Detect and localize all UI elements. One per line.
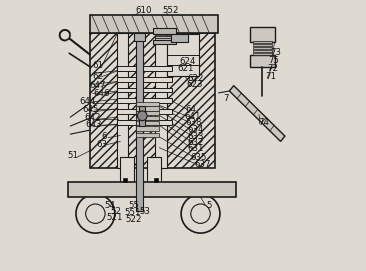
Text: 622: 622 <box>188 74 204 83</box>
Text: 610: 610 <box>136 6 152 15</box>
Bar <box>250 55 274 67</box>
Bar <box>136 107 159 111</box>
Bar <box>136 115 159 120</box>
Bar <box>253 44 272 46</box>
Circle shape <box>191 204 210 223</box>
Text: 642: 642 <box>84 114 100 122</box>
Bar <box>154 178 158 182</box>
Text: 552: 552 <box>163 6 179 15</box>
Bar <box>90 15 218 33</box>
Text: 52: 52 <box>111 207 122 216</box>
Text: 647: 647 <box>89 81 105 90</box>
Text: 61: 61 <box>93 61 104 70</box>
Bar <box>155 36 174 38</box>
Bar <box>253 47 272 49</box>
Bar <box>171 34 188 42</box>
Text: 632: 632 <box>188 138 204 147</box>
Text: 74: 74 <box>258 118 269 127</box>
Bar <box>136 126 159 131</box>
Text: 62: 62 <box>93 72 104 81</box>
Bar <box>136 133 159 137</box>
Text: 71: 71 <box>265 72 276 81</box>
Bar <box>253 41 272 43</box>
Bar <box>156 33 167 168</box>
Text: 634: 634 <box>187 125 203 134</box>
Bar <box>136 102 159 107</box>
Text: 638: 638 <box>185 118 202 127</box>
Text: 55: 55 <box>128 201 139 210</box>
Circle shape <box>138 111 147 121</box>
Bar <box>117 120 172 125</box>
Text: 641: 641 <box>184 112 201 121</box>
Polygon shape <box>229 86 285 141</box>
Bar <box>136 121 159 125</box>
Text: 7: 7 <box>223 94 228 103</box>
Bar <box>253 53 272 55</box>
Text: 633: 633 <box>188 131 204 141</box>
Bar <box>120 157 134 189</box>
Circle shape <box>86 204 105 223</box>
Text: 643: 643 <box>85 120 102 129</box>
Text: 621: 621 <box>177 64 193 73</box>
Bar <box>136 111 159 115</box>
Bar <box>155 42 174 43</box>
Text: 624: 624 <box>180 57 196 66</box>
Bar <box>117 109 172 114</box>
Text: 63: 63 <box>96 140 107 149</box>
Text: 623: 623 <box>186 80 202 89</box>
Bar <box>147 157 161 189</box>
Bar <box>117 88 172 92</box>
Text: 64: 64 <box>185 105 196 114</box>
Bar <box>155 40 174 41</box>
Text: 54: 54 <box>104 201 115 210</box>
Text: 73: 73 <box>270 48 281 57</box>
Text: 522: 522 <box>126 215 142 224</box>
Bar <box>134 33 145 41</box>
Text: 631: 631 <box>188 144 204 153</box>
Bar <box>139 106 145 126</box>
Text: 644: 644 <box>80 97 96 106</box>
Text: 6: 6 <box>101 132 107 141</box>
Bar <box>155 35 174 36</box>
Text: 551: 551 <box>124 208 141 217</box>
Circle shape <box>181 194 220 233</box>
Circle shape <box>60 30 70 40</box>
Text: 5: 5 <box>207 201 212 210</box>
Bar <box>136 33 143 211</box>
Text: 646: 646 <box>94 89 111 98</box>
Bar <box>117 66 172 71</box>
Bar <box>123 178 127 182</box>
Bar <box>250 27 274 42</box>
Text: 635: 635 <box>190 153 207 162</box>
Circle shape <box>76 194 115 233</box>
Bar <box>153 28 176 34</box>
Bar <box>117 33 128 168</box>
Bar <box>253 50 272 52</box>
Text: 637: 637 <box>194 160 211 169</box>
Bar <box>68 182 236 197</box>
Text: 53: 53 <box>139 207 150 216</box>
Text: 51: 51 <box>68 151 79 160</box>
Text: 645: 645 <box>83 105 99 114</box>
Bar <box>90 33 215 168</box>
Text: 72: 72 <box>267 64 278 73</box>
Bar <box>117 77 172 82</box>
Bar <box>155 38 174 40</box>
Text: 521: 521 <box>106 213 123 222</box>
Text: 75: 75 <box>269 56 280 65</box>
Bar <box>155 33 174 34</box>
Bar <box>153 40 176 44</box>
Bar <box>117 98 172 103</box>
Bar <box>167 34 199 76</box>
